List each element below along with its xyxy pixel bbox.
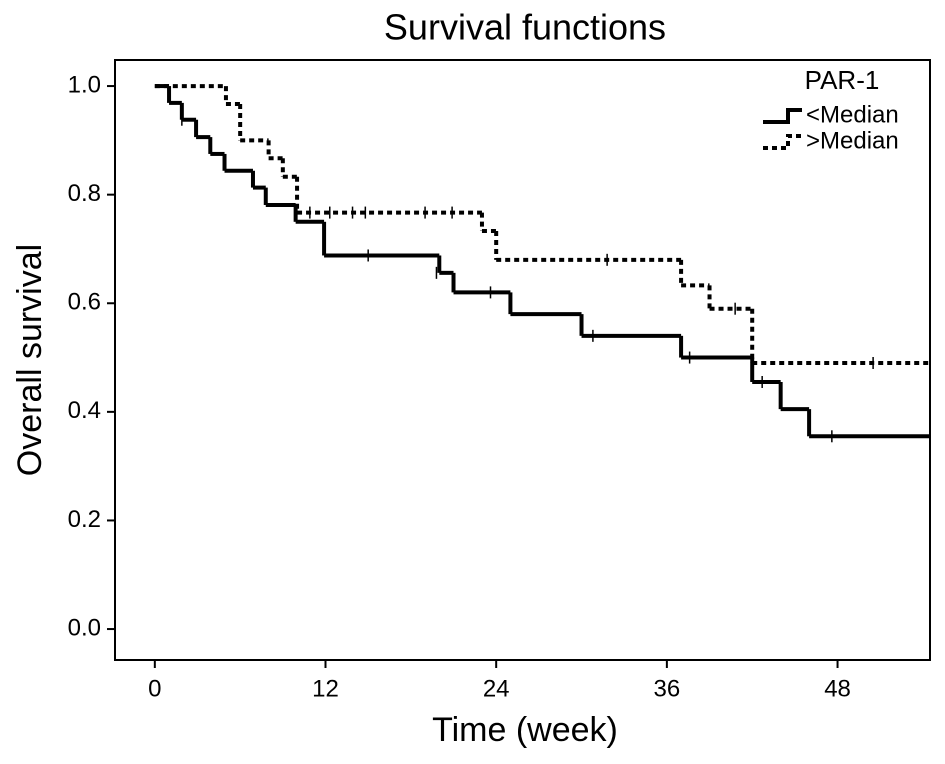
y-tick-label: 0.8 (68, 180, 101, 207)
x-tick-label: 24 (483, 675, 510, 702)
legend-label: <Median (806, 101, 899, 128)
x-tick-label: 36 (654, 675, 681, 702)
x-axis-label: Time (week) (432, 711, 618, 749)
y-tick-label: 1.0 (68, 71, 101, 98)
y-axis-label: Overall survival (11, 244, 49, 476)
y-tick-label: 0.6 (68, 289, 101, 316)
legend-title: PAR-1 (805, 65, 880, 95)
y-tick-label: 0.2 (68, 506, 101, 533)
plot-frame (114, 59, 931, 661)
legend-swatch (763, 134, 802, 150)
chart-title: Survival functions (384, 7, 666, 48)
legend-swatch (763, 108, 802, 124)
x-tick-label: 12 (312, 675, 339, 702)
y-tick-label: 0.0 (68, 614, 101, 641)
y-tick-label: 0.4 (68, 397, 101, 424)
legend-label: >Median (806, 127, 899, 154)
x-tick-label: 48 (824, 675, 851, 702)
x-tick-label: 0 (148, 675, 161, 702)
